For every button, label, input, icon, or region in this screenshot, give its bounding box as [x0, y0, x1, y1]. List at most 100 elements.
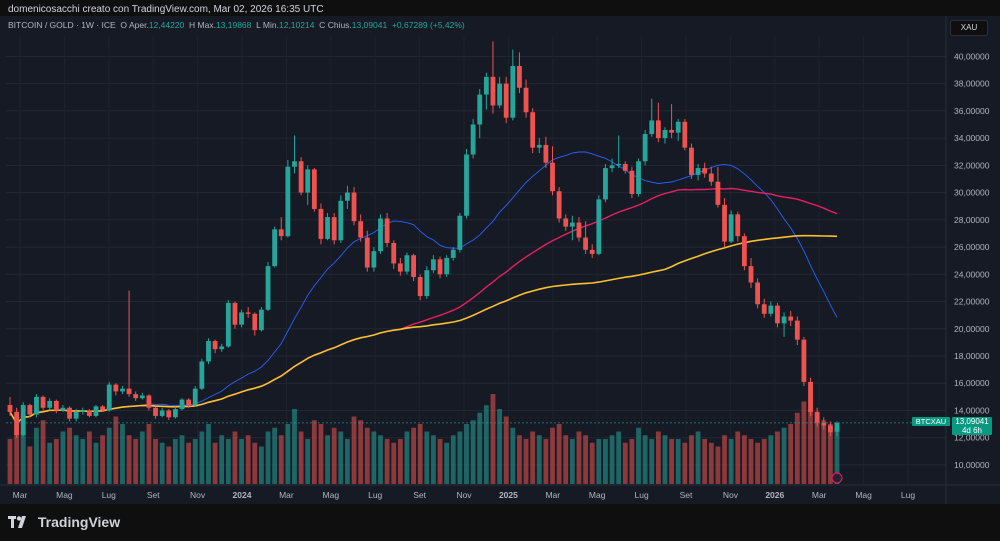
candle-body[interactable] [543, 144, 549, 163]
candle-body[interactable] [576, 222, 582, 238]
candle-body[interactable] [298, 161, 304, 193]
price-chart[interactable]: 40,00000 38,00000 36,00000 34,00000 32,00000… [0, 16, 1000, 504]
candle-body[interactable] [629, 170, 635, 194]
candle-body[interactable] [219, 346, 225, 350]
candle-body[interactable] [67, 407, 72, 419]
candle-body[interactable] [179, 399, 185, 410]
currency-unit-button[interactable]: XAU [950, 20, 988, 36]
candle-body[interactable] [93, 406, 99, 416]
candle-body[interactable] [662, 129, 668, 139]
candle-body[interactable] [133, 394, 139, 399]
candle-body[interactable] [40, 396, 46, 408]
candle-body[interactable] [27, 405, 33, 415]
candle-body[interactable] [199, 361, 205, 389]
candle-body[interactable] [583, 237, 588, 250]
candle-body[interactable] [225, 302, 231, 347]
candle-body[interactable] [371, 251, 377, 268]
candle-body[interactable] [450, 249, 456, 258]
candle-body[interactable] [325, 217, 330, 239]
candle-body[interactable] [331, 217, 337, 241]
candle-body[interactable] [80, 410, 86, 412]
candle-body[interactable] [781, 316, 787, 324]
candle-body[interactable] [675, 121, 681, 133]
candle-body[interactable] [7, 405, 13, 412]
candle-body[interactable] [73, 411, 79, 419]
candle-body[interactable] [834, 422, 840, 432]
candle-body[interactable] [417, 277, 423, 297]
candle-body[interactable] [669, 129, 674, 133]
candle-body[interactable] [589, 249, 595, 254]
candle-body[interactable] [616, 164, 622, 166]
candle-body[interactable] [603, 168, 608, 200]
candle-body[interactable] [682, 121, 688, 148]
candle-body[interactable] [232, 302, 238, 325]
candle-body[interactable] [761, 304, 767, 314]
candle-body[interactable] [755, 282, 761, 305]
candle-body[interactable] [649, 120, 655, 135]
candle-body[interactable] [345, 192, 350, 201]
candle-body[interactable] [239, 312, 244, 325]
candle-body[interactable] [801, 339, 807, 382]
candle-body[interactable] [278, 229, 284, 237]
candle-body[interactable] [530, 112, 536, 148]
candle-body[interactable] [523, 87, 529, 113]
candle-body[interactable] [391, 242, 397, 264]
candle-body[interactable] [86, 410, 92, 416]
candle-body[interactable] [351, 192, 357, 222]
candle-body[interactable] [159, 410, 165, 416]
candle-body[interactable] [735, 214, 741, 237]
candle-body[interactable] [556, 191, 562, 219]
candle-body[interactable] [206, 341, 211, 362]
candle-body[interactable] [100, 406, 106, 411]
candle-body[interactable] [424, 270, 430, 297]
candle-body[interactable] [702, 168, 708, 174]
candle-body[interactable] [722, 204, 727, 242]
candle-body[interactable] [14, 411, 20, 435]
candle-body[interactable] [437, 259, 443, 275]
candle-body[interactable] [285, 166, 291, 237]
event-flash-icon[interactable] [831, 472, 843, 484]
candle-body[interactable] [827, 425, 833, 433]
candle-body[interactable] [788, 316, 794, 321]
candle-body[interactable] [358, 221, 364, 238]
candle-body[interactable] [338, 200, 344, 241]
candle-body[interactable] [265, 266, 271, 310]
candle-body[interactable] [305, 169, 311, 193]
candle-body[interactable] [139, 395, 145, 399]
candle-body[interactable] [252, 313, 258, 331]
candle-body[interactable] [173, 409, 178, 418]
candle-body[interactable] [146, 395, 152, 408]
candle-body[interactable] [483, 76, 489, 95]
candle-body[interactable] [378, 218, 383, 252]
candle-body[interactable] [464, 154, 469, 216]
candle-body[interactable] [536, 144, 542, 148]
candle-body[interactable] [153, 407, 158, 416]
candle-body[interactable] [768, 305, 774, 314]
candle-body[interactable] [212, 341, 218, 350]
candle-body[interactable] [60, 407, 66, 411]
candle-body[interactable] [517, 65, 522, 88]
candle-body[interactable] [186, 399, 192, 406]
candle-body[interactable] [120, 388, 125, 392]
candle-body[interactable] [510, 65, 516, 118]
brand-footer[interactable]: TradingView [8, 514, 120, 531]
candle-body[interactable] [444, 257, 450, 275]
candle-body[interactable] [20, 405, 26, 435]
candle-body[interactable] [609, 165, 615, 169]
candle-body[interactable] [192, 388, 198, 406]
candle-body[interactable] [642, 134, 648, 162]
candle-body[interactable] [741, 236, 747, 267]
candle-body[interactable] [808, 381, 813, 412]
candle-body[interactable] [431, 259, 436, 271]
candle-body[interactable] [794, 320, 800, 340]
candle-body[interactable] [259, 309, 264, 331]
candle-body[interactable] [708, 173, 714, 182]
candle-body[interactable] [596, 199, 602, 254]
candle-body[interactable] [563, 218, 569, 227]
candle-body[interactable] [113, 384, 119, 392]
candle-body[interactable] [292, 161, 297, 167]
candle-body[interactable] [272, 229, 278, 267]
candle-body[interactable] [411, 255, 416, 278]
candle-body[interactable] [106, 384, 112, 411]
candle-body[interactable] [550, 162, 555, 192]
